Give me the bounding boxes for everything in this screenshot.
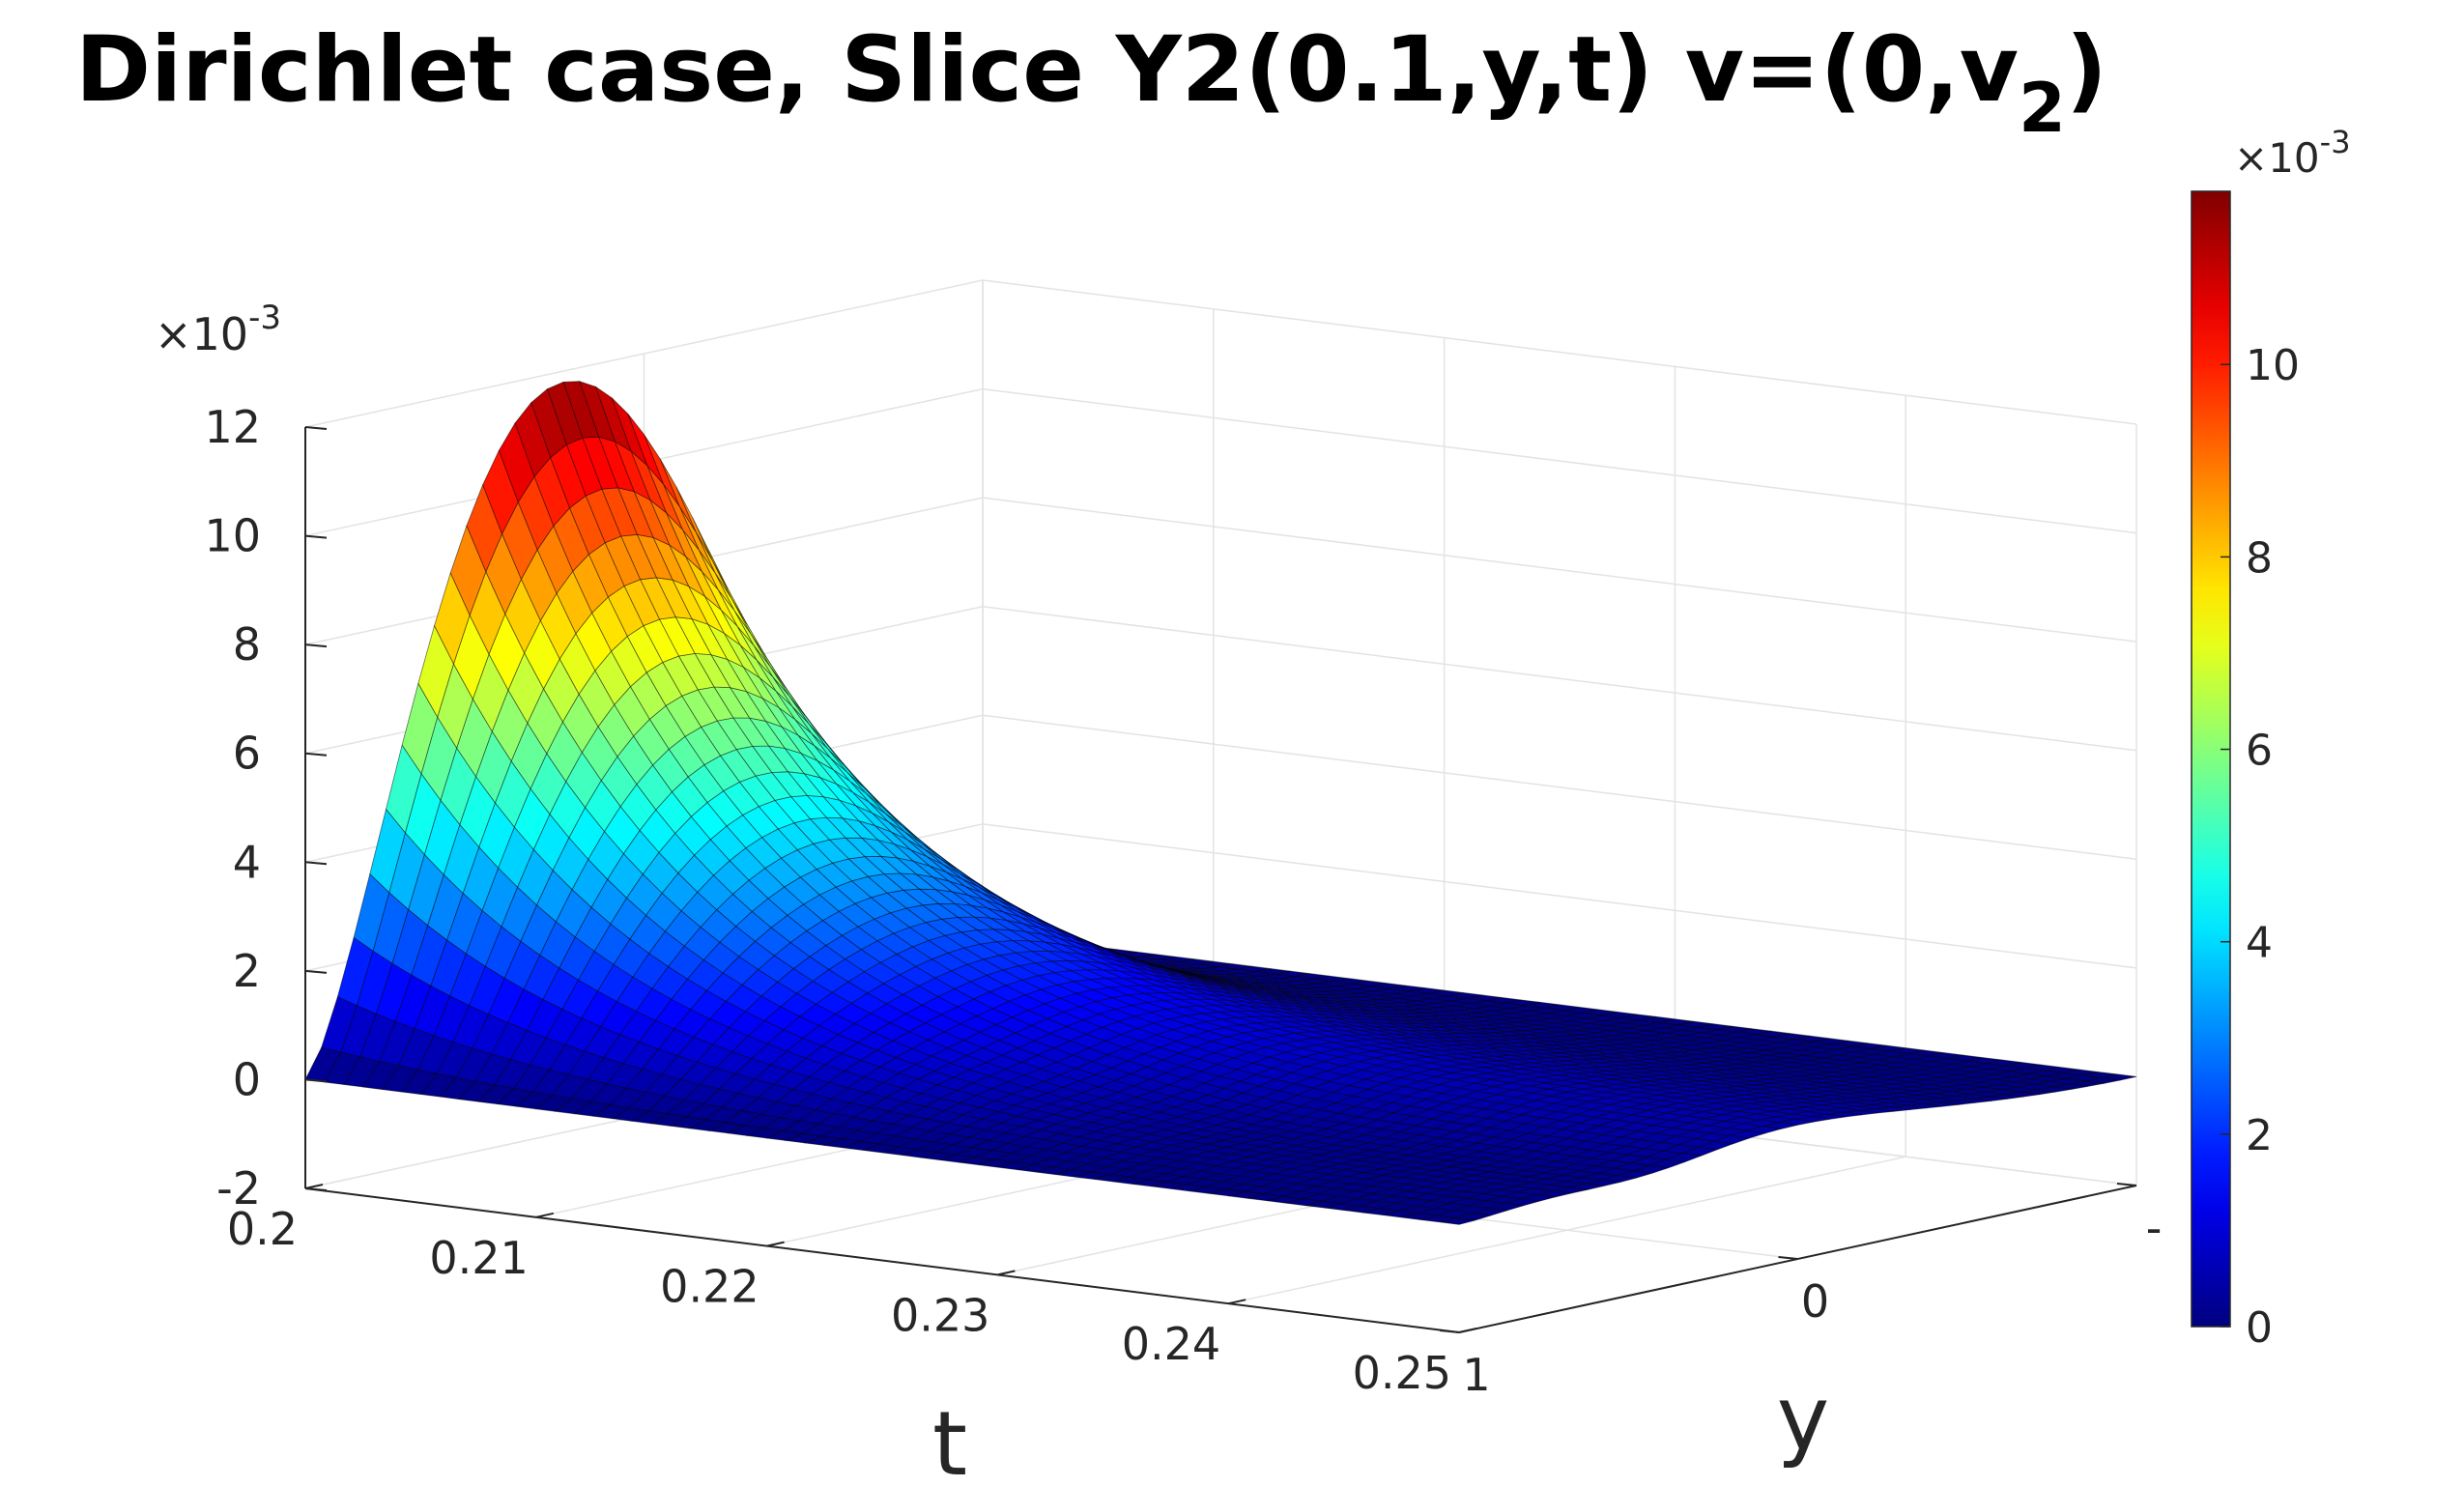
- x-tick-label: 0.2: [227, 1203, 298, 1255]
- z-tick-mark: [304, 426, 328, 430]
- chart-title-main: Dirichlet case, Slice Y2(0.1,y,t) v=(0,v: [75, 17, 2019, 123]
- x-tick-mark: [535, 1212, 555, 1218]
- chart-title-close: ): [2066, 17, 2107, 123]
- z-tick-mark: [304, 643, 328, 648]
- y-tick-label: -: [2146, 1202, 2163, 1254]
- back-wall-z-gridline: [982, 279, 2137, 425]
- z-tick-mark: [304, 1187, 328, 1191]
- z-tick-label: 2: [233, 945, 261, 997]
- colorbar-tick-label: 10: [2246, 341, 2300, 390]
- back-wall-z-gridline: [982, 823, 2137, 969]
- colorbar-tick-label: 2: [2246, 1111, 2273, 1160]
- colorbar-tick-label: 4: [2246, 919, 2273, 968]
- x-tick-label: 0.21: [429, 1232, 528, 1284]
- x-tick-mark: [997, 1270, 1016, 1276]
- z-tick-mark: [304, 534, 328, 539]
- y-tick-label: 1: [1462, 1349, 1490, 1401]
- x-axis-label: t: [932, 1392, 967, 1481]
- x-axis-line: [304, 1187, 1460, 1333]
- back-wall-z-gridline: [982, 497, 2137, 643]
- z-exponent-label: ×10-3: [155, 299, 281, 360]
- chart-title: Dirichlet case, Slice Y2(0.1,y,t) v=(0,v…: [75, 17, 2107, 148]
- z-tick-mark: [304, 861, 328, 866]
- y-tick-mark: [1778, 1256, 1798, 1260]
- z-tick-mark: [304, 752, 328, 757]
- z-tick-label: 0: [233, 1053, 261, 1105]
- y-axis-label: y: [1777, 1367, 1829, 1471]
- surface-layer: [304, 381, 2137, 1225]
- x-tick-label: 0.22: [660, 1261, 759, 1313]
- z-tick-mark: [304, 969, 328, 974]
- z-tick-label: 10: [204, 510, 261, 562]
- x-tick-mark: [1458, 1328, 1477, 1333]
- back-wall-z-gridline: [982, 387, 2137, 534]
- x-tick-label: 0.25: [1353, 1347, 1451, 1399]
- colorbar: ×10-3 0 2 4 6 8 10: [2191, 124, 2351, 1353]
- z-tick-label: 4: [233, 836, 261, 888]
- colorbar-tick-label: 8: [2246, 533, 2273, 583]
- colorbar-exponent-label: ×10-3: [2234, 124, 2351, 182]
- x-tick-mark: [766, 1241, 785, 1247]
- colorbar-gradient: [2191, 190, 2231, 1328]
- back-wall-z-gridline: [982, 714, 2137, 861]
- back-wall-z-gridline: [982, 605, 2137, 752]
- chart-title-subscript: 2: [2019, 69, 2066, 148]
- y-tick-mark: [2116, 1183, 2137, 1186]
- z-tick-label: -2: [216, 1162, 261, 1215]
- y-tick-label: 0: [1801, 1275, 1829, 1328]
- x-tick-mark: [1227, 1299, 1246, 1305]
- z-tick-label: 6: [233, 728, 261, 780]
- x-tick-label: 0.24: [1122, 1318, 1220, 1370]
- colorbar-tick-label: 0: [2246, 1303, 2273, 1353]
- z-tick-label: 8: [233, 618, 261, 671]
- z-tick-label: 12: [204, 401, 261, 453]
- x-tick-label: 0.23: [891, 1289, 989, 1341]
- z-tick-mark: [304, 1078, 328, 1083]
- y-tick-mark: [1439, 1329, 1460, 1333]
- colorbar-tick-label: 6: [2246, 727, 2273, 776]
